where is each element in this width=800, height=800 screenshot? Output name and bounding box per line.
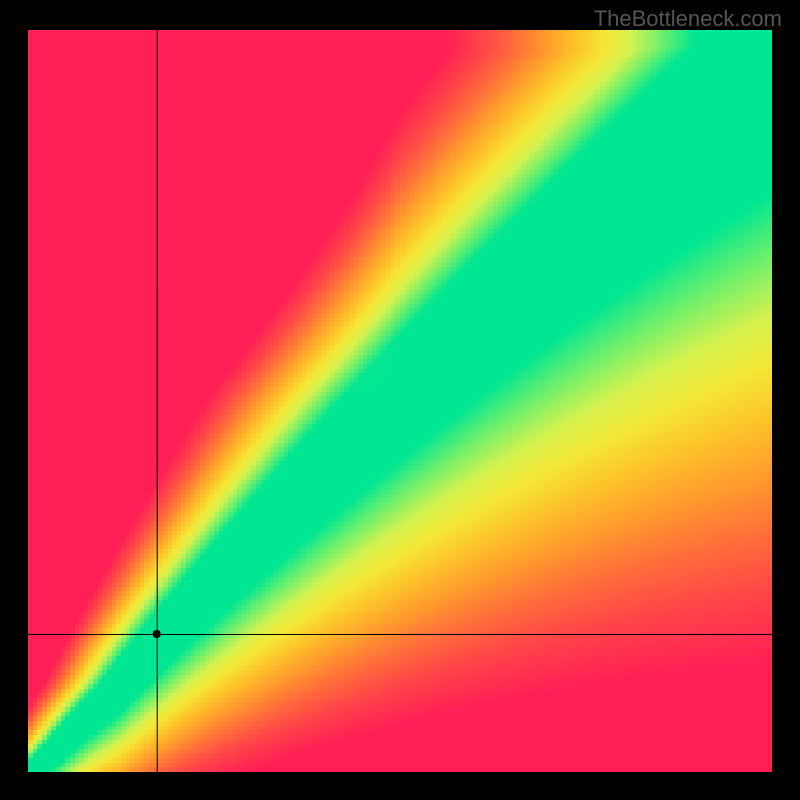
bottleneck-heatmap <box>28 30 772 772</box>
source-watermark: TheBottleneck.com <box>594 6 782 32</box>
chart-container: TheBottleneck.com <box>0 0 800 800</box>
